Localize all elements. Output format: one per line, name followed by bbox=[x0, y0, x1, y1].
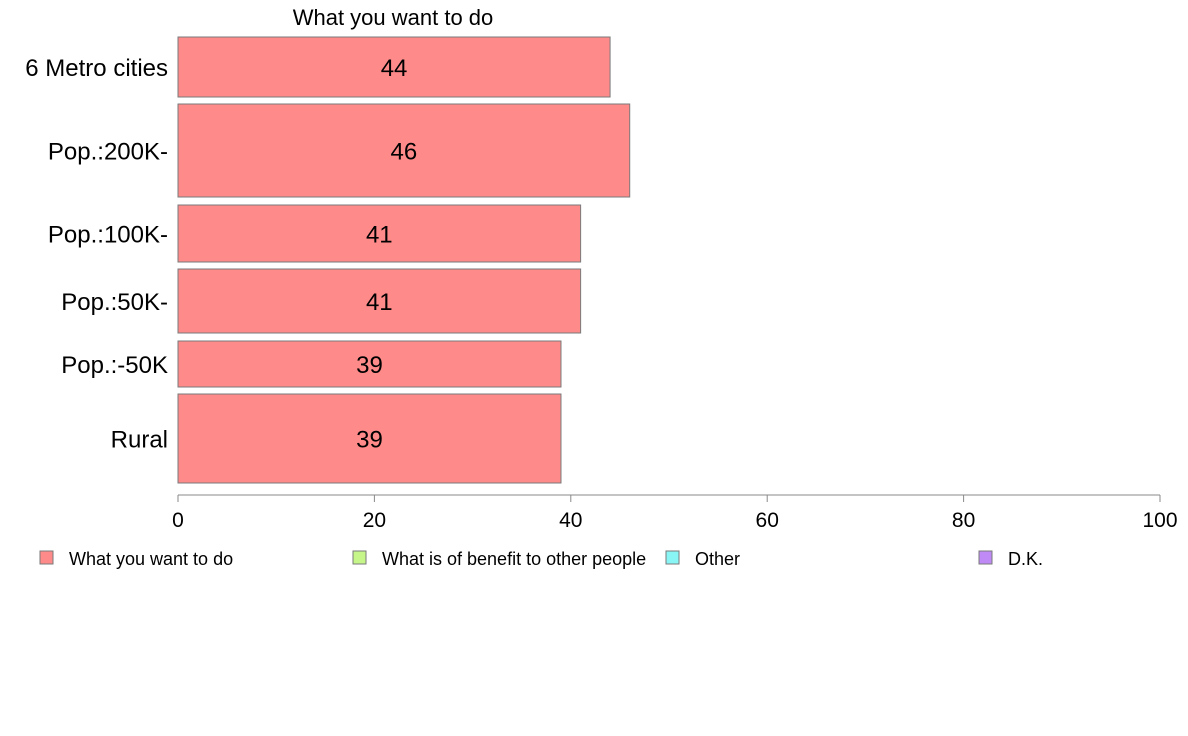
category-label: 6 Metro cities bbox=[25, 55, 168, 82]
data-label: 39 bbox=[356, 427, 383, 454]
legend-label: D.K. bbox=[1008, 549, 1043, 569]
x-tick-label: 0 bbox=[172, 509, 184, 532]
legend-label: What is of benefit to other people bbox=[382, 549, 646, 569]
chart-title: What you want to do bbox=[293, 5, 494, 30]
data-label: 46 bbox=[391, 139, 418, 166]
category-label: Pop.:50K- bbox=[61, 289, 168, 316]
data-label: 41 bbox=[366, 222, 393, 249]
bar bbox=[177, 393, 562, 484]
x-tick-label: 80 bbox=[952, 509, 975, 532]
data-label: 44 bbox=[381, 55, 408, 82]
legend-swatch bbox=[39, 550, 54, 565]
bar bbox=[177, 36, 611, 98]
data-label: 41 bbox=[366, 289, 393, 316]
x-tick-label: 100 bbox=[1142, 509, 1177, 532]
legend-label: What you want to do bbox=[69, 549, 233, 569]
category-label: Rural bbox=[111, 427, 168, 454]
legend-swatch bbox=[978, 550, 993, 565]
category-label: Pop.:-50K bbox=[61, 352, 168, 379]
legend-swatch bbox=[352, 550, 367, 565]
data-label: 39 bbox=[356, 352, 383, 379]
legend-swatch bbox=[665, 550, 680, 565]
bars-group: 44 6 Metro cities 46 Pop.:200K- 41 Pop.:100K-… bbox=[25, 36, 631, 484]
bar bbox=[177, 204, 582, 263]
x-tick-label: 60 bbox=[756, 509, 779, 532]
x-tick-label: 40 bbox=[559, 509, 582, 532]
x-tick-label: 20 bbox=[363, 509, 386, 532]
bar bbox=[177, 340, 562, 388]
category-label: Pop.:100K- bbox=[48, 222, 168, 249]
legend-label: Other bbox=[695, 549, 740, 569]
x-axis: 0 20 40 60 80 100 bbox=[172, 494, 1178, 532]
legend: What you want to do What is of benefit to… bbox=[39, 549, 1043, 569]
category-label: Pop.:200K- bbox=[48, 139, 168, 166]
bar bbox=[177, 103, 631, 198]
bar bbox=[177, 268, 582, 334]
